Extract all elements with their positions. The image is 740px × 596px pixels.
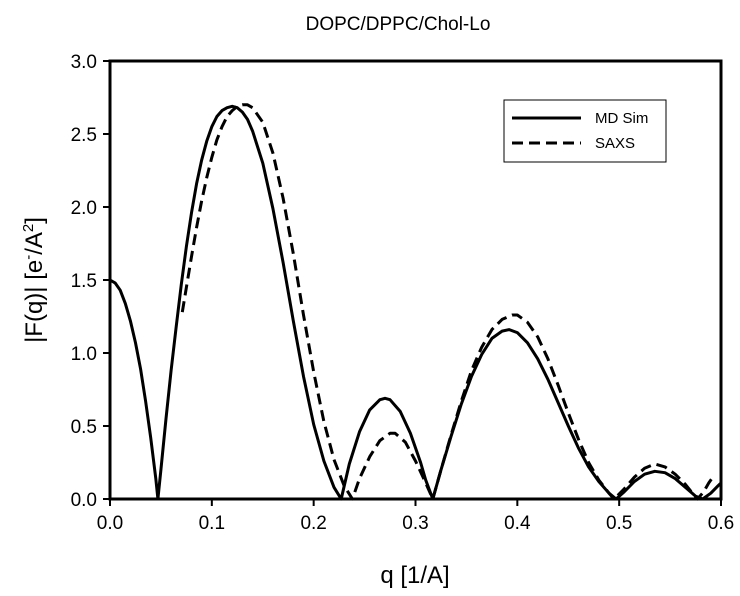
- series-line-saxs: [180, 103, 715, 501]
- x-tick-label: 0.1: [199, 513, 225, 534]
- legend-label-md-sim: MD Sim: [595, 110, 648, 127]
- y-tick-label: 1.5: [71, 271, 97, 292]
- x-tick-label: 0.4: [504, 513, 531, 534]
- x-tick-label: 0.3: [402, 513, 428, 534]
- series-line-md-sim: [109, 104, 723, 501]
- y-tick-label: 3.0: [71, 52, 97, 73]
- x-tick-label: 0.5: [606, 513, 632, 534]
- y-axis-title-superscript: 2: [20, 224, 37, 232]
- x-tick-label: 0.6: [708, 513, 734, 534]
- legend-box: [503, 99, 667, 163]
- y-axis-title-part: /A: [21, 232, 48, 255]
- y-tick-label: 1.0: [71, 344, 97, 365]
- x-tick-label: 0.0: [97, 513, 123, 534]
- x-tick-label: 0.2: [300, 513, 326, 534]
- y-axis-title: |F(q)| [e-/A2]: [20, 217, 48, 343]
- y-axis-title-part: ]: [21, 217, 48, 224]
- y-tick-label: 2.5: [71, 125, 97, 146]
- legend: MD Sim SAXS: [503, 99, 667, 163]
- legend-label-saxs: SAXS: [595, 135, 635, 152]
- y-axis-title-superscript: -: [20, 255, 37, 260]
- y-axis-title-part: |F(q)| [e: [21, 260, 48, 343]
- y-tick-label: 2.0: [71, 198, 97, 219]
- chart-title: DOPC/DPPC/Chol-Lo: [306, 14, 491, 35]
- ticks-layer: 0.0 0.1 0.2 0.3 0.4 0.5 0.6 0.0 0.5 1.0 1.5 2.0 2.5 3…: [71, 52, 735, 534]
- y-tick-label: 0.0: [71, 490, 97, 511]
- y-tick-label: 0.5: [71, 417, 97, 438]
- x-axis-title: q [1/A]: [380, 562, 449, 589]
- series-layer: [109, 103, 723, 501]
